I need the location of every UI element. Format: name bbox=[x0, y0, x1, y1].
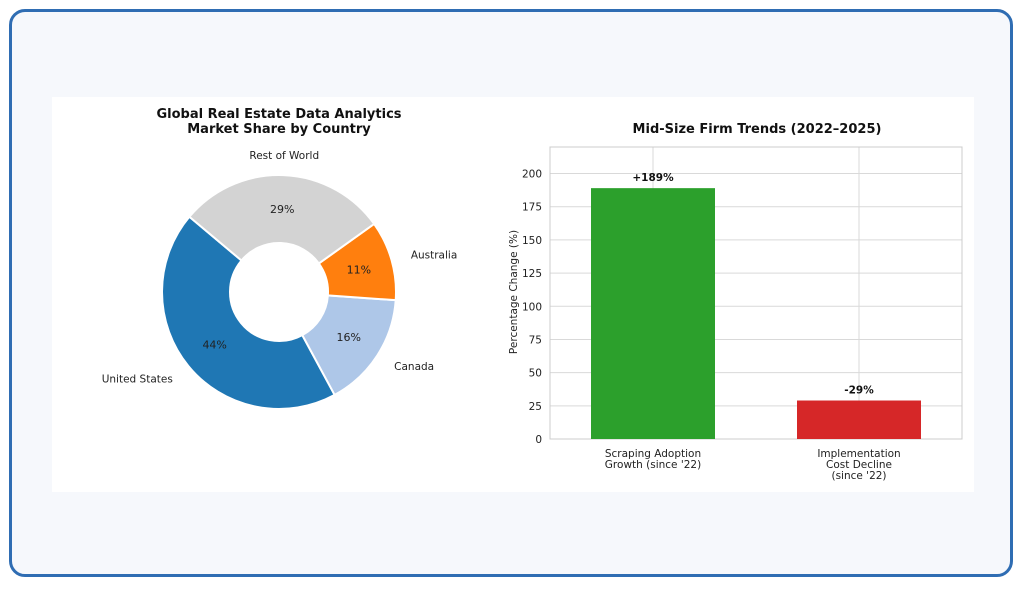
y-tick-75: 75 bbox=[529, 334, 542, 346]
x-tick-label-1-0: Implementation bbox=[817, 448, 900, 460]
pie-label-united-states: United States bbox=[102, 374, 173, 386]
plot-frame bbox=[549, 146, 963, 440]
figure-panel: Global Real Estate Data Analytics Market… bbox=[52, 97, 974, 492]
y-tick-150: 150 bbox=[522, 235, 542, 247]
bar-title: Mid-Size Firm Trends (2022–2025) bbox=[633, 122, 882, 137]
bar-0 bbox=[591, 188, 715, 439]
bar-1 bbox=[797, 400, 921, 439]
pie-title-line-1: Global Real Estate Data Analytics bbox=[156, 107, 401, 122]
pie-slice-united-states bbox=[161, 215, 337, 410]
y-tick-50: 50 bbox=[529, 368, 542, 380]
pie-label-rest-of-world: Rest of World bbox=[249, 150, 319, 162]
bar-chart: Mid-Size Firm Trends (2022–2025) 0 25 50 75… bbox=[508, 122, 963, 482]
pie-pct-rest-of-world: 29% bbox=[270, 203, 294, 216]
x-tick-label-1-2: (since '22) bbox=[831, 470, 886, 482]
figure-canvas: Global Real Estate Data Analytics Market… bbox=[102, 107, 963, 482]
x-tick-label-0-0: Scraping Adoption bbox=[605, 448, 701, 460]
pie-label-australia: Australia bbox=[411, 250, 457, 262]
pie-label-canada: Canada bbox=[394, 361, 434, 373]
bar-value-label-0: +189% bbox=[632, 172, 674, 184]
pie-pct-united-states: 44% bbox=[202, 338, 226, 351]
y-tick-125: 125 bbox=[522, 268, 542, 280]
y-axis-label: Percentage Change (%) bbox=[508, 230, 520, 354]
y-tick-175: 175 bbox=[522, 202, 542, 214]
y-tick-100: 100 bbox=[522, 301, 542, 313]
y-tick-25: 25 bbox=[529, 401, 542, 413]
y-tick-200: 200 bbox=[522, 169, 542, 181]
pie-slice-rest-of-world bbox=[187, 174, 376, 265]
pie-title-line-2: Market Share by Country bbox=[187, 122, 371, 137]
bar-value-label-1: -29% bbox=[844, 385, 874, 397]
x-tick-label-1-1: Cost Decline bbox=[826, 459, 892, 471]
pie-pct-australia: 11% bbox=[347, 263, 371, 276]
x-tick-label-0-1: Growth (since '22) bbox=[605, 459, 701, 471]
y-tick-0: 0 bbox=[535, 434, 542, 446]
pie-slice-canada bbox=[300, 294, 397, 397]
pie-chart: Global Real Estate Data Analytics Market… bbox=[102, 107, 457, 410]
pie-pct-canada: 16% bbox=[337, 331, 361, 344]
